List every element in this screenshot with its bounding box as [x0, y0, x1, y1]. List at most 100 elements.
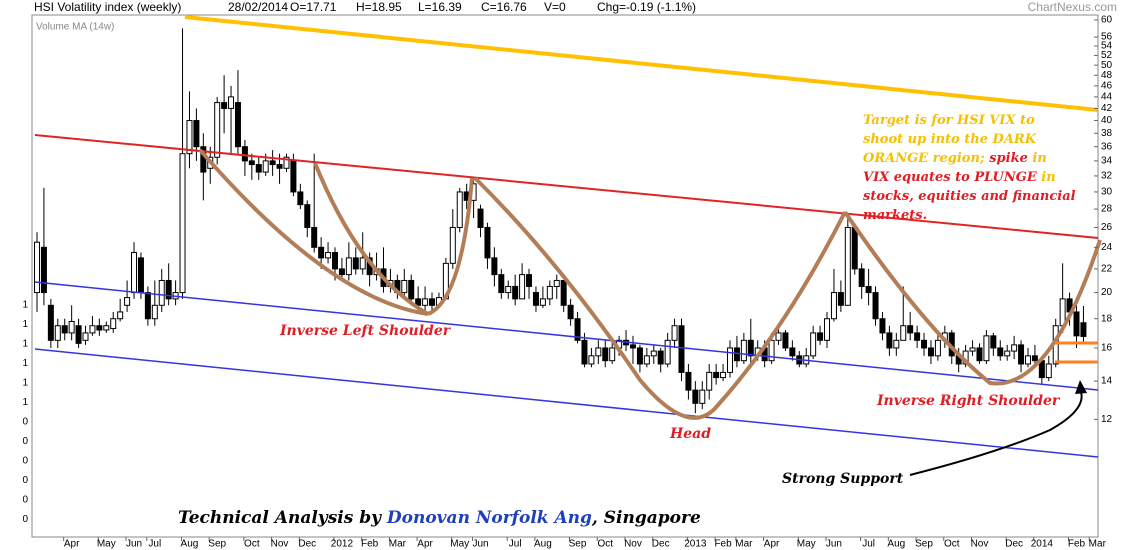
candle-body — [830, 292, 837, 320]
arrow-head — [1075, 380, 1087, 394]
pattern-curve — [843, 210, 1102, 386]
candle-body — [179, 153, 186, 294]
head-label: Head — [669, 426, 711, 442]
candle-body — [1073, 311, 1080, 337]
candle-body — [713, 371, 720, 379]
candle-body — [595, 347, 602, 357]
candle-body — [678, 325, 685, 373]
note-fragment: shoot up into the DARK — [863, 132, 1037, 147]
candle-body — [519, 274, 526, 300]
candle-body — [553, 279, 560, 287]
candle-body — [768, 339, 775, 362]
x-tick-label: Mar — [1089, 539, 1107, 550]
candle-body — [740, 339, 747, 362]
target-note-line: Target is for HSI VIX to — [863, 113, 1035, 128]
header-volume: V=0 — [544, 0, 566, 14]
y-tick-label: 22 — [1101, 264, 1113, 275]
candle-body — [352, 257, 359, 270]
y-tick-label: 42 — [1101, 103, 1113, 114]
candle-body — [671, 325, 678, 341]
y-tick-label: 60 — [1101, 15, 1113, 26]
header-open: O=17.71 — [290, 0, 337, 14]
candle-body — [699, 389, 706, 404]
note-fragment: in — [1028, 151, 1047, 166]
candle-body — [886, 332, 893, 349]
candle-body — [491, 257, 498, 276]
candle-body — [103, 325, 110, 331]
trend-line — [34, 348, 1099, 458]
candle-body — [325, 252, 332, 259]
credit: Technical Analysis by Donovan Norfolk An… — [178, 508, 701, 528]
candle-body — [61, 325, 68, 334]
candle-body — [969, 347, 976, 352]
y-tick-label: 38 — [1101, 128, 1113, 139]
y-tick-label: 48 — [1101, 70, 1113, 81]
candle-body — [927, 347, 934, 357]
x-tick-label: Nov — [271, 539, 289, 550]
candle-body — [484, 226, 491, 259]
y-tick-label: 34 — [1101, 156, 1113, 167]
candle-body — [685, 371, 692, 391]
candle-body — [498, 274, 505, 294]
x-tick-label: 2014 — [1031, 539, 1054, 550]
x-tick-label: Jul — [862, 539, 875, 550]
support-label: Strong Support — [782, 471, 904, 487]
x-tick-label: Mar — [389, 539, 407, 550]
y-tick-label: 30 — [1101, 187, 1113, 198]
candle-body — [900, 325, 907, 341]
target-note-line: ORANGE region; spike in — [863, 151, 1047, 166]
candle-body — [532, 292, 539, 306]
candle-body — [747, 339, 754, 357]
candle-body — [914, 332, 921, 341]
candle-body — [907, 325, 914, 334]
candle-body — [733, 347, 740, 362]
candle-body — [456, 191, 463, 228]
header-close: C=16.76 — [481, 0, 527, 14]
candle-body — [650, 350, 657, 357]
y-tick-label: 20 — [1101, 287, 1113, 298]
volume-tick-label: 1 — [22, 397, 28, 408]
candle-body — [345, 257, 352, 276]
candle-body — [505, 285, 512, 294]
y-tick-label: 50 — [1101, 60, 1113, 71]
volume-tick-label: 1 — [22, 378, 28, 389]
volume-tick-label: 1 — [22, 319, 28, 330]
x-tick-label: Dec — [652, 539, 670, 550]
candle-body — [269, 160, 276, 166]
candle-body — [89, 325, 96, 334]
candle-body — [692, 389, 699, 404]
x-tick-label: Aug — [181, 539, 199, 550]
left-shoulder-label: Inverse Left Shoulder — [279, 323, 452, 339]
candle-body — [248, 160, 255, 166]
candle-body — [844, 226, 851, 306]
candle-body — [34, 241, 40, 294]
candle-body — [68, 320, 75, 334]
trend-line — [184, 15, 1099, 112]
x-tick-label: 2012 — [331, 539, 354, 550]
candle-body — [124, 297, 131, 306]
x-tick-label: Apr — [764, 539, 780, 550]
candle-body — [837, 292, 844, 306]
y-tick-label: 16 — [1101, 343, 1113, 354]
candle-body — [318, 246, 325, 259]
x-tick-label: Dec — [298, 539, 316, 550]
candle-body — [422, 298, 429, 306]
x-tick-label: Feb — [361, 539, 379, 550]
candle-body — [879, 318, 886, 334]
header-date: 28/02/2014 — [228, 0, 288, 14]
candle-body — [997, 347, 1004, 357]
x-tick-label: Oct — [244, 539, 260, 550]
y-tick-label: 36 — [1101, 141, 1113, 152]
candle-body — [560, 279, 567, 306]
annotation-lines — [34, 15, 1102, 476]
header-low: L=16.39 — [418, 0, 462, 14]
x-tick-label: Jun — [126, 539, 142, 550]
volume-tick-label: 1 — [22, 358, 28, 369]
candle-body — [214, 102, 221, 158]
candle-body — [401, 279, 408, 294]
candle-body — [629, 344, 636, 349]
candle-body — [262, 160, 269, 173]
header-high: H=18.95 — [356, 0, 402, 14]
x-tick-label: Dec — [1005, 539, 1023, 550]
